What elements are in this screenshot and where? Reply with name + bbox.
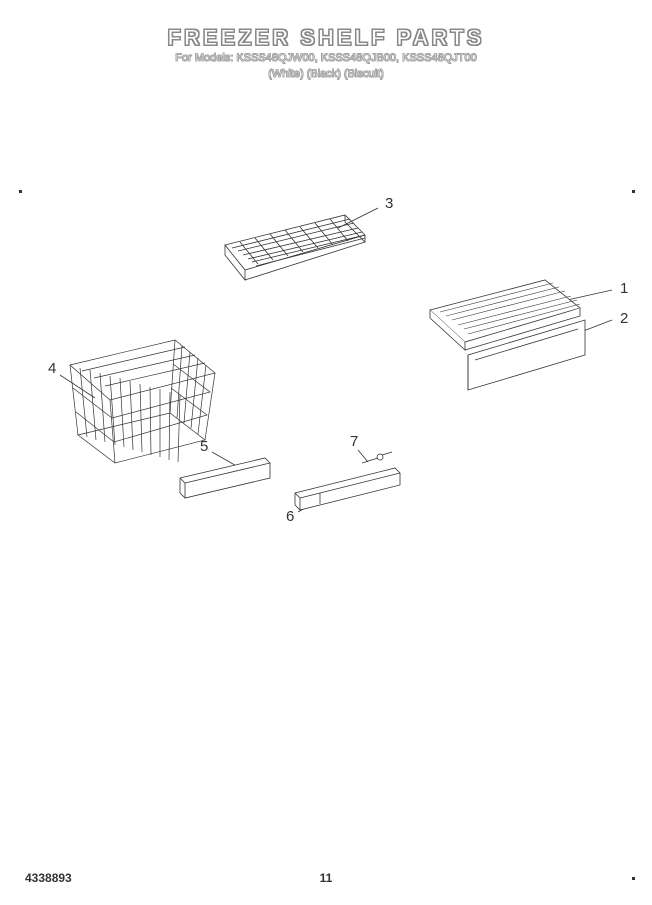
part-4-wire-basket: [70, 340, 215, 463]
parts-diagram-svg: [0, 0, 652, 900]
corner-dot-br: [632, 877, 635, 880]
part-label-3: 3: [385, 195, 393, 212]
part-6-slide-rail: [295, 468, 400, 510]
leader-3: [338, 208, 378, 228]
part-5-trim-rail: [180, 458, 270, 498]
part-label-6: 6: [286, 508, 294, 525]
part-label-2: 2: [620, 310, 628, 327]
diagram-container: [0, 0, 652, 900]
corner-dot-tl: [19, 190, 22, 193]
doc-number: 4338893: [25, 871, 72, 885]
corner-dot-tr: [632, 190, 635, 193]
page-number: 11: [320, 871, 333, 885]
leader-4: [60, 375, 95, 398]
part-label-5: 5: [200, 438, 208, 455]
part-7-screw: [362, 452, 392, 463]
leader-7: [358, 450, 368, 462]
part-label-7: 7: [350, 433, 358, 450]
part-label-4: 4: [48, 360, 56, 377]
part-1-slatted-shelf: [430, 280, 585, 390]
part-label-1: 1: [620, 280, 628, 297]
